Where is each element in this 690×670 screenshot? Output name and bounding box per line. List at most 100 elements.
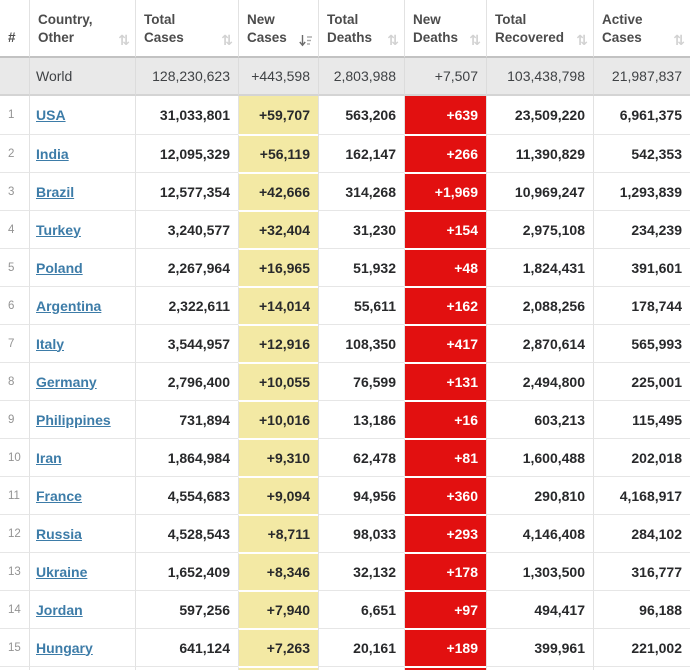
column-header-new_deaths[interactable]: New Deaths ⇅ [404,0,486,58]
total-deaths-cell: 20,161 [318,628,404,666]
partial-cell [135,666,238,670]
rank-cell: 5 [0,248,29,286]
active-cases-cell: 4,168,917 [593,476,690,514]
column-label: Active Cases [602,12,643,45]
total-deaths-cell: 62,478 [318,438,404,476]
country-link[interactable]: Brazil [36,183,75,200]
table-row: 5 Poland 2,267,964 +16,965 51,932 +48 1,824,43… [0,248,690,286]
sort-descending-icon[interactable] [297,34,313,47]
country-link[interactable]: Germany [36,373,97,390]
sort-toggle-icon[interactable]: ⇅ [673,32,685,48]
total-deaths-cell: 98,033 [318,514,404,552]
partial-next-row [0,666,690,670]
country-cell: USA [29,96,135,134]
total-cases-cell: 128,230,623 [135,58,238,96]
country-cell: Germany [29,362,135,400]
new-deaths-cell: +639 [404,96,486,134]
country-link[interactable]: Argentina [36,297,102,314]
table-row: 9 Philippines 731,894 +10,016 13,186 +16 603,2… [0,400,690,438]
column-header-total_cases[interactable]: Total Cases ⇅ [135,0,238,58]
table-row: 15 Hungary 641,124 +7,263 20,161 +189 399,961 2… [0,628,690,666]
sort-toggle-icon[interactable]: ⇅ [576,32,588,48]
column-header-rank[interactable]: # [0,0,29,58]
table-row: 4 Turkey 3,240,577 +32,404 31,230 +154 2,975,1… [0,210,690,248]
new-cases-cell: +16,965 [238,248,318,286]
sort-toggle-icon[interactable]: ⇅ [387,32,399,48]
country-cell: Jordan [29,590,135,628]
table-row: 7 Italy 3,544,957 +12,916 108,350 +417 2,870,6… [0,324,690,362]
column-header-total_recovered[interactable]: Total Recovered ⇅ [486,0,593,58]
new-deaths-cell: +48 [404,248,486,286]
country-link[interactable]: Iran [36,449,62,466]
new-cases-cell: +7,940 [238,590,318,628]
table-row: 13 Ukraine 1,652,409 +8,346 32,132 +178 1,303,… [0,552,690,590]
total-cases-cell: 4,554,683 [135,476,238,514]
column-header-active_cases[interactable]: Active Cases ⇅ [593,0,690,58]
column-label: # [8,30,16,45]
new-deaths-cell: +293 [404,514,486,552]
new-cases-cell: +56,119 [238,134,318,172]
new-deaths-cell: +178 [404,552,486,590]
country-link[interactable]: Italy [36,335,65,352]
sort-toggle-icon[interactable]: ⇅ [118,32,130,48]
column-header-total_deaths[interactable]: Total Deaths ⇅ [318,0,404,58]
new-deaths-cell: +266 [404,134,486,172]
country-link[interactable]: Ukraine [36,563,88,580]
active-cases-cell: 565,993 [593,324,690,362]
total-recovered-cell: 603,213 [486,400,593,438]
new-deaths-cell: +162 [404,286,486,324]
country-cell: Russia [29,514,135,552]
rank-cell: 1 [0,96,29,134]
country-link[interactable]: Hungary [36,639,93,656]
country-link[interactable]: USA [36,107,66,123]
total-recovered-cell: 1,824,431 [486,248,593,286]
new-deaths-cell: +16 [404,400,486,438]
total-cases-cell: 2,267,964 [135,248,238,286]
table-row: 8 Germany 2,796,400 +10,055 76,599 +131 2,494,… [0,362,690,400]
total-recovered-cell: 2,494,800 [486,362,593,400]
country-link[interactable]: France [36,487,82,504]
active-cases-cell: 391,601 [593,248,690,286]
country-link[interactable]: Philippines [36,411,111,428]
country-link[interactable]: Poland [36,259,83,276]
new-deaths-cell: +154 [404,210,486,248]
total-cases-cell: 4,528,543 [135,514,238,552]
total-deaths-cell: 108,350 [318,324,404,362]
rank-cell: 2 [0,134,29,172]
sort-toggle-icon[interactable]: ⇅ [469,32,481,48]
total-cases-cell: 641,124 [135,628,238,666]
new-deaths-cell: +189 [404,628,486,666]
country-link[interactable]: Turkey [36,221,81,238]
new-cases-cell: +42,666 [238,172,318,210]
partial-cell [486,666,593,670]
new-deaths-cell: +360 [404,476,486,514]
new-cases-cell: +9,310 [238,438,318,476]
total-cases-cell: 3,544,957 [135,324,238,362]
sort-toggle-icon[interactable]: ⇅ [221,32,233,48]
total-recovered-cell: 2,088,256 [486,286,593,324]
active-cases-cell: 21,987,837 [593,58,690,96]
column-label: New Deaths [413,12,459,45]
total-deaths-cell: 162,147 [318,134,404,172]
active-cases-cell: 6,961,375 [593,96,690,134]
total-deaths-cell: 76,599 [318,362,404,400]
country-cell: Poland [29,248,135,286]
column-header-new_cases[interactable]: New Cases [238,0,318,58]
country-link[interactable]: Russia [36,525,82,542]
rank-cell: 13 [0,552,29,590]
partial-cell [29,666,135,670]
active-cases-cell: 221,002 [593,628,690,666]
column-label: Total Cases [144,12,184,45]
country-cell: World [29,58,135,96]
total-cases-cell: 597,256 [135,590,238,628]
total-cases-cell: 731,894 [135,400,238,438]
total-recovered-cell: 290,810 [486,476,593,514]
column-header-country[interactable]: Country, Other ⇅ [29,0,135,58]
column-label: Country, Other [38,12,93,45]
country-cell: India [29,134,135,172]
country-link[interactable]: Jordan [36,601,83,618]
new-deaths-cell: +131 [404,362,486,400]
total-deaths-cell: 563,206 [318,96,404,134]
country-link[interactable]: India [36,145,69,162]
total-recovered-cell: 2,975,108 [486,210,593,248]
